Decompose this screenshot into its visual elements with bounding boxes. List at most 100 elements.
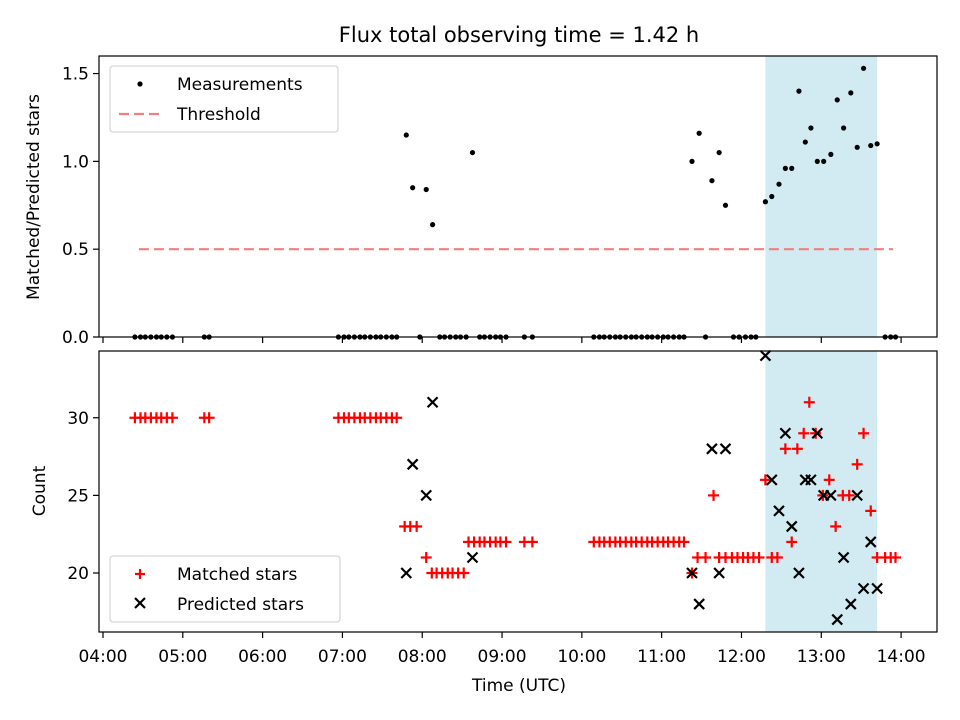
measurement-point bbox=[716, 149, 722, 156]
bottom-y-ticks: 20 25 30 bbox=[67, 409, 99, 584]
matched-star-point bbox=[810, 427, 822, 439]
x-tick-label: 05:00 bbox=[158, 647, 207, 667]
matched-star-point bbox=[526, 536, 538, 548]
predicted-star-point bbox=[420, 489, 432, 502]
matched-star-point bbox=[420, 551, 432, 563]
predicted-star-point bbox=[706, 443, 718, 455]
x-tick-label: 04:00 bbox=[78, 647, 127, 667]
top-highlight-span bbox=[765, 56, 878, 337]
matched-star-point bbox=[830, 520, 842, 532]
x-axis-label: Time (UTC) bbox=[471, 676, 566, 696]
matched-star-point bbox=[858, 427, 870, 439]
predicted-star-point bbox=[719, 443, 732, 455]
bottom-legend-box bbox=[109, 555, 341, 623]
matched-star-point bbox=[786, 536, 798, 548]
predicted-star-point bbox=[851, 489, 863, 502]
x-tick-label: 11:00 bbox=[637, 647, 686, 667]
measurement-point bbox=[689, 158, 695, 164]
matched-star-point bbox=[759, 474, 771, 486]
measurement-point bbox=[808, 125, 814, 131]
measurement-point bbox=[769, 193, 775, 200]
predicted-star-point bbox=[426, 396, 439, 409]
x-tick-label: 14:00 bbox=[877, 647, 926, 667]
matched-star-point bbox=[771, 551, 783, 563]
matched-star-point bbox=[678, 536, 690, 548]
predicted-star-point bbox=[871, 582, 883, 595]
x-tick-label: 12:00 bbox=[717, 647, 766, 667]
matched-star-point bbox=[203, 412, 215, 424]
bottom-y-axis-label: Count bbox=[30, 465, 50, 516]
y-tick-label: 1.5 bbox=[62, 65, 89, 85]
top-axes-frame bbox=[98, 55, 938, 338]
bottom-x-ticks: 04:00 05:00 06:00 07:00 08:00 09:00 10:00 11:00… bbox=[78, 632, 926, 667]
matched-star-point bbox=[166, 412, 178, 424]
legend-predicted-label: Predicted stars bbox=[177, 595, 304, 615]
x-tick-label: 07:00 bbox=[318, 647, 367, 667]
matched-star-point bbox=[700, 551, 712, 563]
measurement-point bbox=[430, 222, 436, 228]
y-tick-label: 1.0 bbox=[62, 152, 89, 172]
measurement-point bbox=[796, 88, 802, 94]
legend-predicted-marker bbox=[134, 597, 146, 609]
measurement-point bbox=[410, 185, 416, 191]
legend-matched-marker bbox=[135, 569, 145, 579]
predicted-star-point bbox=[793, 567, 805, 579]
top-x-ticks bbox=[102, 337, 902, 343]
bottom-axes-frame bbox=[98, 350, 938, 633]
matched-star-point bbox=[798, 427, 810, 439]
x-tick-label: 08:00 bbox=[398, 647, 447, 667]
matched-star-points bbox=[129, 396, 901, 579]
measurement-point bbox=[828, 151, 834, 157]
measurement-point bbox=[709, 178, 715, 184]
measurement-point bbox=[423, 186, 429, 193]
matched-star-point bbox=[753, 551, 765, 563]
y-tick-label: 20 bbox=[67, 564, 89, 584]
predicted-star-point bbox=[864, 536, 877, 548]
matched-star-point bbox=[411, 520, 423, 532]
matched-star-point bbox=[823, 474, 835, 486]
matched-star-point bbox=[500, 536, 512, 548]
predicted-star-point bbox=[466, 551, 479, 564]
measurement-point bbox=[874, 141, 880, 147]
x-tick-label: 09:00 bbox=[478, 647, 527, 667]
measurement-point bbox=[782, 165, 788, 171]
predicted-star-point bbox=[831, 613, 844, 626]
y-tick-label: 0.5 bbox=[62, 240, 89, 260]
legend-matched-label: Matched stars bbox=[177, 565, 297, 585]
matched-star-point bbox=[843, 489, 855, 501]
top-legend: Measurements Threshold bbox=[109, 65, 339, 133]
matched-star-point bbox=[889, 551, 901, 563]
measurement-point bbox=[834, 97, 840, 103]
legend-threshold-label: Threshold bbox=[176, 105, 261, 125]
predicted-star-point bbox=[811, 427, 824, 440]
measurement-point bbox=[789, 165, 795, 171]
top-panel: 0.0 0.5 1.0 1.5 Matched/Predicted stars Mea… bbox=[24, 55, 938, 348]
y-tick-label: 25 bbox=[67, 486, 89, 506]
measurement-point bbox=[814, 158, 820, 164]
predicted-star-point bbox=[693, 598, 705, 610]
bottom-legend: Matched stars Predicted stars bbox=[109, 555, 341, 623]
measurement-point bbox=[469, 149, 476, 156]
measurement-point bbox=[821, 158, 827, 164]
matched-star-point bbox=[851, 458, 863, 470]
predicted-star-point bbox=[406, 458, 419, 471]
bottom-panel: 20 25 30 04:00 05:00 06:00 07:00 08:00 09:00 10:… bbox=[30, 349, 938, 696]
measurement-point bbox=[722, 202, 729, 208]
top-legend-box bbox=[109, 65, 339, 133]
predicted-star-point bbox=[779, 427, 792, 440]
top-y-ticks: 0.0 0.5 1.0 1.5 bbox=[62, 65, 99, 348]
measurement-point bbox=[776, 181, 782, 187]
measurement-point bbox=[762, 199, 769, 205]
matched-star-point bbox=[708, 489, 720, 501]
measurement-point bbox=[854, 144, 860, 150]
legend-measurements-marker bbox=[137, 81, 143, 87]
predicted-star-point bbox=[845, 598, 857, 610]
x-tick-label: 10:00 bbox=[557, 647, 606, 667]
legend-measurements-label: Measurements bbox=[177, 75, 303, 95]
predicted-star-point bbox=[400, 567, 413, 579]
matched-star-point bbox=[779, 443, 791, 455]
measurement-point bbox=[848, 90, 854, 96]
figure-title: Flux total observing time = 1.42 h bbox=[339, 23, 699, 47]
predicted-star-points bbox=[400, 349, 883, 626]
